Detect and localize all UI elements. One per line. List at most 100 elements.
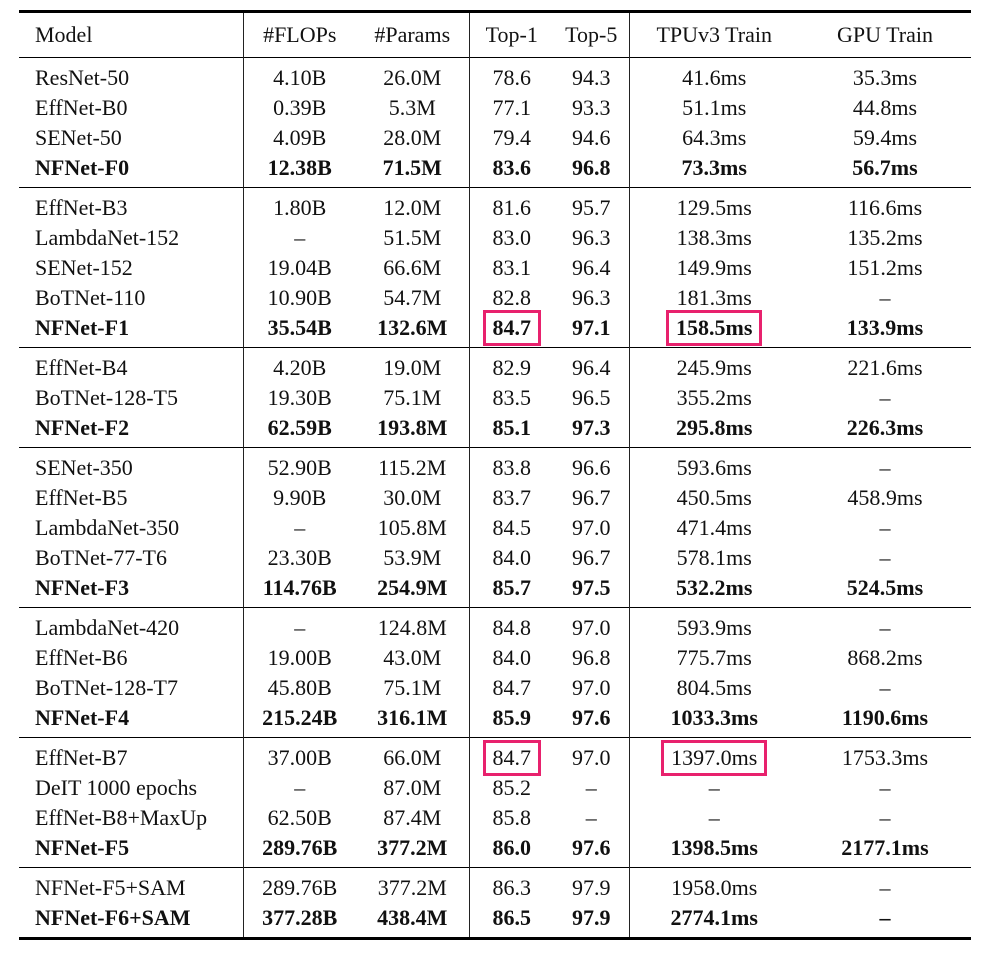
cell-flops: 52.90B bbox=[267, 455, 332, 480]
cell-params: 71.5M bbox=[356, 153, 470, 188]
cell-model: EffNet-B7 bbox=[19, 737, 244, 773]
cell-top5: 96.3 bbox=[554, 283, 630, 313]
cell-params: 43.0M bbox=[356, 643, 470, 673]
cell-params: 377.2M bbox=[356, 833, 470, 868]
row-group: EffNet-B4 4.20B 19.0M 82.9 96.4 245.9ms 221.6m… bbox=[19, 347, 971, 448]
cell-tpu-train: 64.3ms bbox=[682, 125, 747, 150]
cell-gpu-train: – bbox=[879, 545, 891, 570]
cell-flops: – bbox=[294, 225, 306, 250]
table-row: EffNet-B0 0.39B 5.3M 77.1 93.3 51.1ms 44.8ms bbox=[19, 93, 971, 123]
cell-gpu-train: 151.2ms bbox=[847, 255, 923, 280]
highlight-box: 158.5ms bbox=[666, 310, 763, 346]
table-row: EffNet-B7 37.00B 66.0M 84.7 97.0 1397.0ms 1753… bbox=[19, 737, 971, 776]
cell-tpu-train: 138.3ms bbox=[676, 225, 752, 250]
cell-tpu-train: 158.5ms bbox=[629, 310, 799, 348]
cell-params: 66.0M bbox=[356, 737, 470, 773]
cell-model: LambdaNet-420 bbox=[19, 607, 244, 643]
cell-flops: 0.39B bbox=[273, 95, 327, 120]
cell-tpu-train: 149.9ms bbox=[676, 255, 752, 280]
cell-params: 54.7M bbox=[356, 283, 470, 313]
cell-top1: 83.6 bbox=[492, 155, 532, 180]
cell-flops: 35.54B bbox=[267, 315, 332, 340]
cell-top1: 86.5 bbox=[492, 905, 532, 930]
table-row: SENet-350 52.90B 115.2M 83.8 96.6 593.6ms – bbox=[19, 447, 971, 483]
cell-gpu-train: 1753.3ms bbox=[841, 745, 929, 770]
cell-flops: 114.76B bbox=[262, 575, 337, 600]
highlight-box: 1397.0ms bbox=[661, 740, 768, 776]
cell-gpu-train: 116.6ms bbox=[847, 195, 923, 220]
cell-top1: 85.7 bbox=[492, 575, 532, 600]
row-group: SENet-350 52.90B 115.2M 83.8 96.6 593.6ms – Eff… bbox=[19, 447, 971, 608]
cell-top5: 95.7 bbox=[554, 187, 630, 223]
cell-top1: 78.6 bbox=[492, 65, 532, 90]
cell-params: 28.0M bbox=[356, 123, 470, 153]
cell-params: 66.6M bbox=[356, 253, 470, 283]
cell-gpu-train: – bbox=[879, 675, 891, 700]
cell-params: 316.1M bbox=[356, 703, 470, 738]
cell-flops: 289.76B bbox=[262, 875, 338, 900]
cell-model: NFNet-F5 bbox=[19, 833, 244, 868]
cell-tpu-train: 775.7ms bbox=[676, 645, 752, 670]
cell-tpu-train: 2774.1ms bbox=[670, 905, 758, 930]
highlight-box: 84.7 bbox=[482, 740, 541, 776]
cell-gpu-train: 1190.6ms bbox=[841, 705, 929, 730]
cell-flops: 23.30B bbox=[267, 545, 332, 570]
cell-params: 12.0M bbox=[356, 187, 470, 223]
cell-model: NFNet-F5+SAM bbox=[19, 867, 244, 903]
cell-top5: 97.0 bbox=[554, 737, 630, 773]
cell-top1: 82.8 bbox=[492, 285, 532, 310]
table-row: NFNet-F0 12.38B 71.5M 83.6 96.8 73.3ms 56.7ms bbox=[19, 153, 971, 188]
cell-top1: 84.8 bbox=[492, 615, 532, 640]
cell-flops: 37.00B bbox=[267, 745, 332, 770]
cell-gpu-train: – bbox=[879, 775, 891, 800]
header-gpu-train: GPU Train bbox=[837, 22, 933, 47]
cell-tpu-train: 295.8ms bbox=[676, 415, 753, 440]
cell-top5: 96.3 bbox=[554, 223, 630, 253]
table-row: LambdaNet-152 – 51.5M 83.0 96.3 138.3ms 135.2m… bbox=[19, 223, 971, 253]
cell-gpu-train: – bbox=[879, 875, 891, 900]
cell-top1: 84.5 bbox=[492, 515, 532, 540]
cell-gpu-train: – bbox=[879, 805, 891, 830]
cell-model: ResNet-50 bbox=[19, 57, 244, 93]
cell-model: SENet-50 bbox=[19, 123, 244, 153]
row-group: ResNet-50 4.10B 26.0M 78.6 94.3 41.6ms 35.3ms E… bbox=[19, 57, 971, 188]
cell-top5: 94.6 bbox=[554, 123, 630, 153]
results-table: Model #FLOPs #Params Top-1 Top-5 TPUv3 T… bbox=[19, 10, 971, 940]
cell-params: 124.8M bbox=[356, 607, 470, 643]
cell-tpu-train: 804.5ms bbox=[676, 675, 752, 700]
cell-top5: 97.0 bbox=[554, 607, 630, 643]
cell-params: 30.0M bbox=[356, 483, 470, 513]
cell-flops: 12.38B bbox=[267, 155, 332, 180]
cell-gpu-train: – bbox=[879, 515, 891, 540]
cell-gpu-train: 868.2ms bbox=[847, 645, 923, 670]
cell-model: DeIT 1000 epochs bbox=[19, 773, 244, 803]
table-row: NFNet-F1 35.54B 132.6M 84.7 97.1 158.5ms 133.9… bbox=[19, 310, 971, 348]
cell-top1: 84.7 bbox=[469, 738, 554, 776]
cell-flops: 4.09B bbox=[273, 125, 327, 150]
cell-model: LambdaNet-350 bbox=[19, 513, 244, 543]
cell-flops: – bbox=[294, 515, 306, 540]
cell-model: NFNet-F3 bbox=[19, 573, 244, 608]
row-group: NFNet-F5+SAM 289.76B 377.2M 86.3 97.9 1958.0m… bbox=[19, 867, 971, 939]
cell-params: 5.3M bbox=[356, 93, 470, 123]
cell-model: BoTNet-128-T5 bbox=[19, 383, 244, 413]
table-row: NFNet-F4 215.24B 316.1M 85.9 97.6 1033.3ms 119… bbox=[19, 703, 971, 738]
cell-tpu-train: 1397.0ms bbox=[629, 738, 799, 776]
cell-model: LambdaNet-152 bbox=[19, 223, 244, 253]
cell-top5: 97.6 bbox=[554, 833, 630, 868]
cell-flops: 1.80B bbox=[273, 195, 327, 220]
cell-gpu-train: – bbox=[879, 455, 891, 480]
highlight-box: 84.7 bbox=[482, 310, 541, 346]
cell-top1: 83.0 bbox=[492, 225, 532, 250]
cell-params: 115.2M bbox=[356, 447, 470, 483]
table-row: BoTNet-77-T6 23.30B 53.9M 84.0 96.7 578.1ms – bbox=[19, 543, 971, 573]
cell-tpu-train: 129.5ms bbox=[676, 195, 752, 220]
header-top5: Top-5 bbox=[554, 11, 630, 58]
cell-tpu-train: 1958.0ms bbox=[671, 875, 758, 900]
cell-model: SENet-152 bbox=[19, 253, 244, 283]
cell-params: 132.6M bbox=[356, 313, 470, 348]
cell-top1: 86.0 bbox=[492, 835, 532, 860]
cell-gpu-train: – bbox=[879, 905, 891, 930]
cell-top1: 83.1 bbox=[492, 255, 532, 280]
table-row: NFNet-F6+SAM 377.28B 438.4M 86.5 97.9 2774.1m… bbox=[19, 903, 971, 939]
